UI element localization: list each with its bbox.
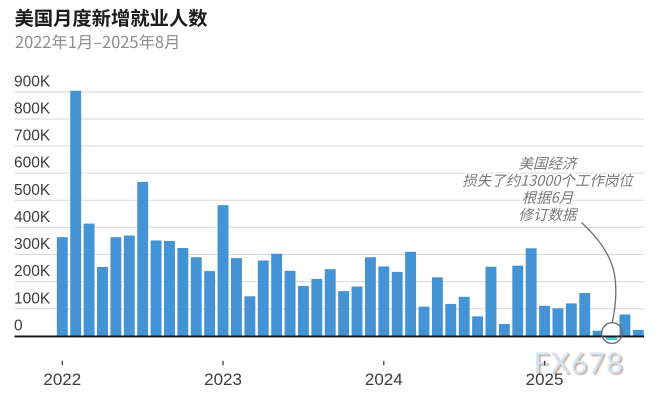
svg-text:0: 0 — [14, 317, 23, 334]
svg-text:700K: 700K — [14, 128, 51, 145]
svg-text:200K: 200K — [14, 263, 51, 280]
svg-text:900K: 900K — [14, 73, 51, 90]
svg-text:600K: 600K — [14, 155, 51, 172]
svg-text:500K: 500K — [14, 182, 51, 199]
svg-text:2022: 2022 — [43, 370, 81, 389]
svg-text:400K: 400K — [14, 209, 51, 226]
svg-text:100K: 100K — [14, 290, 51, 307]
svg-text:2023: 2023 — [204, 370, 242, 389]
svg-text:800K: 800K — [14, 100, 51, 117]
svg-text:2024: 2024 — [365, 370, 403, 389]
svg-text:2025: 2025 — [526, 370, 564, 389]
svg-text:300K: 300K — [14, 236, 51, 253]
